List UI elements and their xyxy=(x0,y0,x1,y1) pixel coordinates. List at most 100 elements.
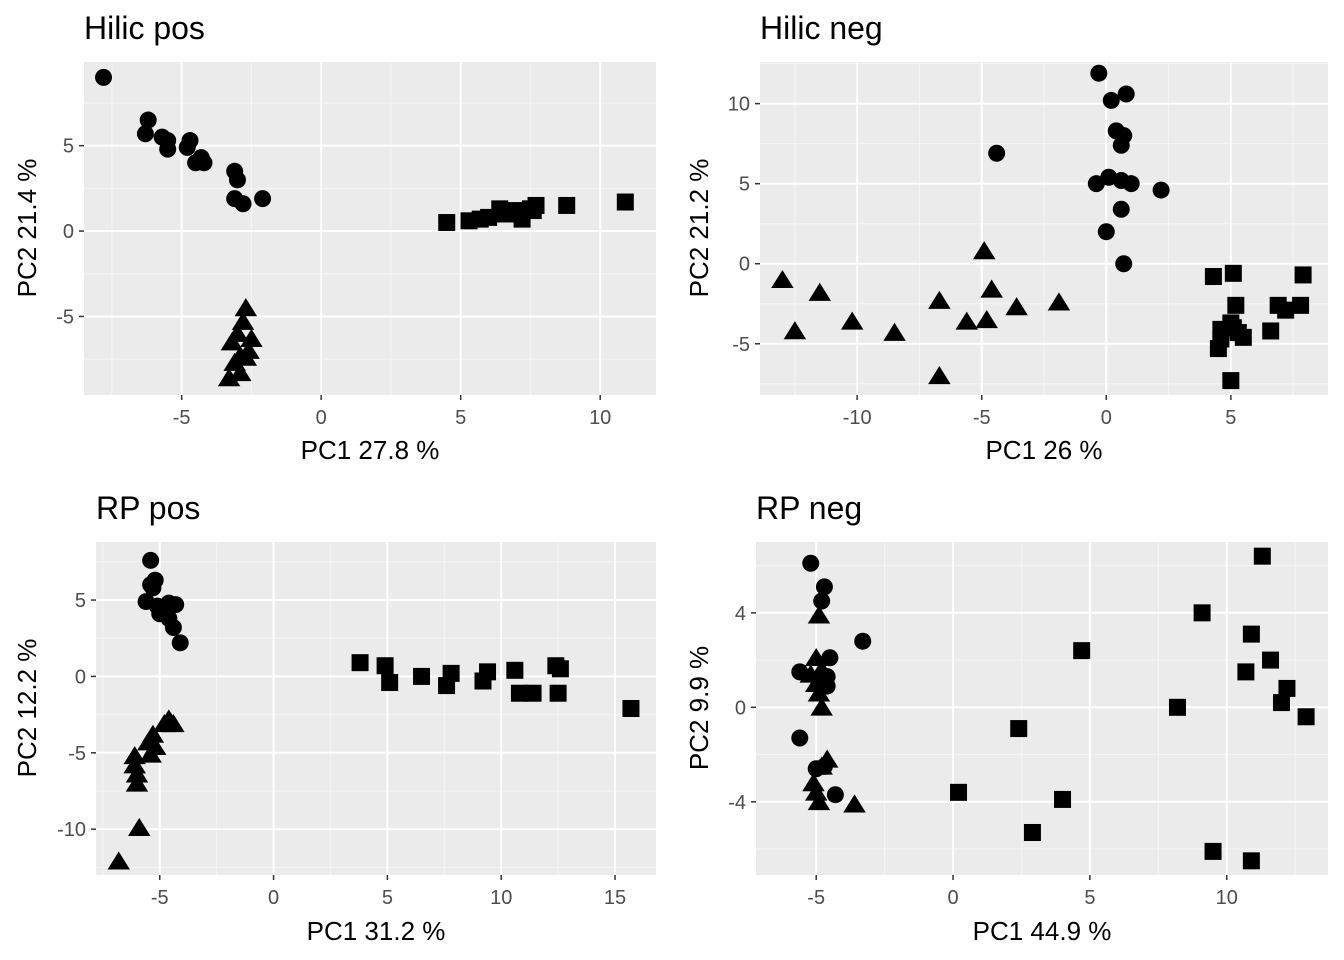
data-point-square xyxy=(1168,698,1186,716)
data-point-circle xyxy=(181,132,199,150)
y-tick-label: 0 xyxy=(739,254,750,276)
data-point-square xyxy=(1292,296,1310,314)
data-point-square xyxy=(1242,625,1260,643)
x-tick-label: 5 xyxy=(1225,407,1236,429)
data-point-square xyxy=(1193,604,1211,622)
data-point-square xyxy=(1262,651,1280,669)
data-point-square xyxy=(510,684,528,702)
data-point-triangle xyxy=(220,332,244,351)
data-point-triangle xyxy=(972,241,996,260)
data-point-square xyxy=(1278,679,1296,697)
x-axis-label: PC1 44.9 % xyxy=(973,916,1112,946)
y-tick-label: -10 xyxy=(57,819,86,841)
panel-background xyxy=(96,542,656,875)
data-point-square xyxy=(1294,266,1312,284)
data-point-triangle xyxy=(928,290,951,309)
data-point-triangle xyxy=(804,782,828,801)
data-point-circle xyxy=(815,578,833,596)
data-point-triangle xyxy=(123,746,146,765)
data-point-square xyxy=(1224,264,1242,282)
panel-1: -5 0 5 10 -5 0 5 Hilic pos PC1 27.8 % PC2 21.4 % xyxy=(12,10,656,465)
data-point-triangle xyxy=(771,269,794,289)
data-point-circle xyxy=(136,125,154,143)
panel-title: RP neg xyxy=(756,490,862,526)
data-point-square xyxy=(1277,301,1295,319)
x-tick-label: -5 xyxy=(151,887,169,909)
data-point-circle xyxy=(1090,64,1108,82)
data-point-square xyxy=(616,193,634,211)
data-point-square xyxy=(1237,663,1255,681)
data-point-square xyxy=(1234,328,1252,346)
x-tick-label: -5 xyxy=(173,407,191,429)
data-point-triangle xyxy=(843,794,866,813)
x-tick-label: 15 xyxy=(604,887,626,909)
data-point-square xyxy=(442,664,460,682)
data-point-square xyxy=(381,674,399,692)
y-tick-label: -5 xyxy=(56,306,74,328)
data-point-circle xyxy=(1097,223,1115,241)
y-axis-label: PC2 21.2 % xyxy=(684,159,714,298)
data-point-square xyxy=(1209,340,1227,358)
data-point-circle xyxy=(142,551,160,569)
y-tick-label: 0 xyxy=(63,221,74,243)
data-point-circle xyxy=(195,154,213,172)
data-point-triangle xyxy=(128,817,151,836)
x-tick-label: 10 xyxy=(490,887,512,909)
data-point-triangle xyxy=(1047,292,1071,311)
data-point-square xyxy=(1023,823,1041,841)
data-point-square xyxy=(413,667,431,685)
data-point-circle xyxy=(826,786,844,804)
x-tick-label: 0 xyxy=(316,407,327,429)
x-tick-label: 5 xyxy=(382,887,393,909)
data-point-triangle xyxy=(955,311,979,330)
data-point-square xyxy=(524,202,542,220)
data-point-triangle xyxy=(980,279,1003,298)
data-point-triangle xyxy=(229,363,252,382)
data-point-triangle xyxy=(810,697,833,716)
y-tick-label: 5 xyxy=(75,590,86,612)
data-point-triangle xyxy=(810,756,833,775)
data-point-circle xyxy=(1115,255,1133,273)
data-point-circle xyxy=(159,140,177,158)
data-point-circle xyxy=(95,68,113,86)
data-point-square xyxy=(351,654,369,672)
y-tick-label: -5 xyxy=(68,743,86,765)
y-tick-label: 10 xyxy=(728,94,750,116)
data-point-triangle xyxy=(234,298,258,317)
data-point-square xyxy=(524,684,542,702)
y-tick-label: 0 xyxy=(735,697,746,719)
data-point-square xyxy=(1227,296,1245,314)
panel-background xyxy=(756,542,1328,875)
x-axis-label: PC1 26 % xyxy=(985,435,1102,465)
data-point-triangle xyxy=(802,773,825,792)
y-axis-label: PC2 12.2 % xyxy=(12,639,42,778)
data-point-circle xyxy=(139,111,157,129)
y-tick-label: -5 xyxy=(732,334,750,356)
x-tick-label: 0 xyxy=(268,887,279,909)
data-point-square xyxy=(479,663,497,681)
data-point-triangle xyxy=(107,851,131,870)
data-point-triangle xyxy=(807,792,831,811)
data-point-square xyxy=(1297,708,1315,726)
data-point-square xyxy=(1222,372,1240,390)
data-point-square xyxy=(1054,790,1072,808)
data-point-triangle xyxy=(807,605,831,624)
data-point-triangle xyxy=(808,282,832,301)
data-point-triangle xyxy=(240,328,263,347)
data-point-circle xyxy=(171,634,189,652)
data-point-square xyxy=(551,660,569,678)
data-point-circle xyxy=(144,579,162,597)
data-point-circle xyxy=(228,171,246,189)
x-axis-label: PC1 31.2 % xyxy=(307,916,446,946)
y-tick-label: 5 xyxy=(739,174,750,196)
data-point-square xyxy=(438,214,456,232)
data-point-circle xyxy=(234,195,252,213)
y-axis-label: PC2 9.9 % xyxy=(684,646,714,770)
data-point-square xyxy=(1073,642,1091,660)
x-tick-label: -5 xyxy=(973,407,991,429)
data-point-square xyxy=(558,196,576,214)
data-point-circle xyxy=(813,592,831,610)
data-point-square xyxy=(1204,842,1222,860)
y-tick-label: 0 xyxy=(75,666,86,688)
data-point-triangle xyxy=(1005,297,1028,316)
